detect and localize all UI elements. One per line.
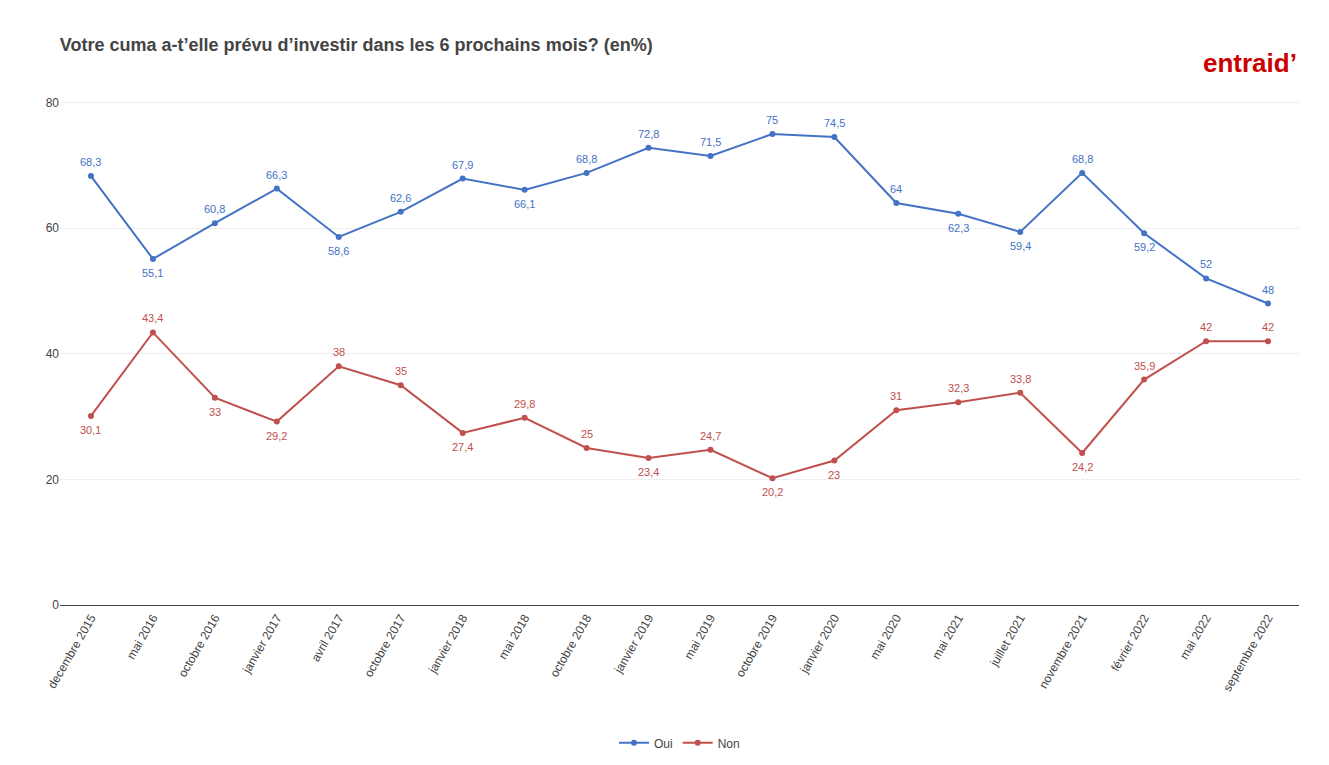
svg-text:67,9: 67,9	[452, 159, 473, 171]
svg-text:mai 2018: mai 2018	[496, 612, 533, 662]
svg-text:55,1: 55,1	[142, 267, 163, 279]
svg-text:24,7: 24,7	[700, 430, 721, 442]
svg-text:23: 23	[828, 469, 840, 481]
svg-text:septembre 2022: septembre 2022	[1220, 612, 1276, 694]
svg-text:59,4: 59,4	[1010, 240, 1031, 252]
svg-text:Non: Non	[718, 737, 740, 751]
svg-text:64: 64	[890, 183, 902, 195]
svg-text:Votre cuma a-t’elle prévu d’in: Votre cuma a-t’elle prévu d’investir dan…	[60, 35, 653, 55]
svg-text:novembre 2021: novembre 2021	[1036, 612, 1090, 692]
svg-text:octobre 2018: octobre 2018	[547, 612, 594, 680]
svg-text:62,3: 62,3	[948, 222, 969, 234]
svg-text:72,8: 72,8	[638, 128, 659, 140]
svg-text:mai 2016: mai 2016	[124, 612, 161, 662]
svg-text:entraid’: entraid’	[1203, 48, 1297, 78]
svg-text:29,8: 29,8	[514, 398, 535, 410]
svg-text:60: 60	[46, 221, 60, 235]
svg-text:68,8: 68,8	[1072, 153, 1093, 165]
svg-text:62,6: 62,6	[390, 192, 411, 204]
svg-text:31: 31	[890, 390, 902, 402]
svg-text:24,2: 24,2	[1072, 461, 1093, 473]
svg-text:40: 40	[46, 347, 60, 361]
svg-text:43,4: 43,4	[142, 312, 163, 324]
svg-text:mai 2019: mai 2019	[681, 612, 718, 662]
svg-text:58,6: 58,6	[328, 245, 349, 257]
svg-text:42: 42	[1262, 321, 1274, 333]
svg-text:decembre 2015: decembre 2015	[45, 612, 99, 692]
svg-text:janvier 2020: janvier 2020	[797, 612, 842, 677]
svg-text:68,8: 68,8	[576, 153, 597, 165]
svg-text:33,8: 33,8	[1010, 373, 1031, 385]
svg-text:27,4: 27,4	[452, 441, 473, 453]
svg-text:octobre 2019: octobre 2019	[733, 612, 780, 680]
svg-text:avril 2017: avril 2017	[308, 612, 346, 664]
svg-text:35,9: 35,9	[1134, 360, 1155, 372]
svg-text:48: 48	[1262, 284, 1274, 296]
svg-text:71,5: 71,5	[700, 136, 721, 148]
svg-text:Oui: Oui	[654, 737, 673, 751]
svg-text:59,2: 59,2	[1134, 241, 1155, 253]
svg-text:25: 25	[581, 428, 593, 440]
svg-text:mai 2022: mai 2022	[1177, 612, 1214, 662]
svg-text:75: 75	[766, 114, 778, 126]
svg-text:juillet 2021: juillet 2021	[987, 612, 1028, 670]
svg-text:30,1: 30,1	[80, 424, 101, 436]
svg-text:80: 80	[46, 96, 60, 110]
svg-text:74,5: 74,5	[824, 117, 845, 129]
svg-text:janvier 2017: janvier 2017	[239, 612, 284, 677]
svg-text:janvier 2019: janvier 2019	[611, 612, 656, 677]
svg-text:38: 38	[333, 346, 345, 358]
svg-text:23,4: 23,4	[638, 466, 659, 478]
svg-text:0: 0	[52, 598, 59, 612]
svg-text:mai 2020: mai 2020	[867, 612, 904, 662]
svg-text:32,3: 32,3	[948, 382, 969, 394]
svg-text:52: 52	[1200, 258, 1212, 270]
svg-text:68,3: 68,3	[80, 156, 101, 168]
svg-text:janvier 2018: janvier 2018	[425, 612, 470, 677]
svg-text:20: 20	[46, 473, 60, 487]
svg-text:42: 42	[1200, 321, 1212, 333]
svg-text:66,3: 66,3	[266, 169, 287, 181]
svg-text:mai 2021: mai 2021	[929, 612, 966, 662]
svg-text:35: 35	[395, 365, 407, 377]
svg-text:29,2: 29,2	[266, 430, 287, 442]
svg-text:60,8: 60,8	[204, 203, 225, 215]
svg-text:octobre 2017: octobre 2017	[361, 612, 408, 680]
svg-text:février 2022: février 2022	[1108, 612, 1152, 674]
svg-text:33: 33	[209, 406, 221, 418]
svg-text:octobre 2016: octobre 2016	[176, 612, 223, 680]
svg-text:66,1: 66,1	[514, 198, 535, 210]
svg-text:20,2: 20,2	[762, 486, 783, 498]
